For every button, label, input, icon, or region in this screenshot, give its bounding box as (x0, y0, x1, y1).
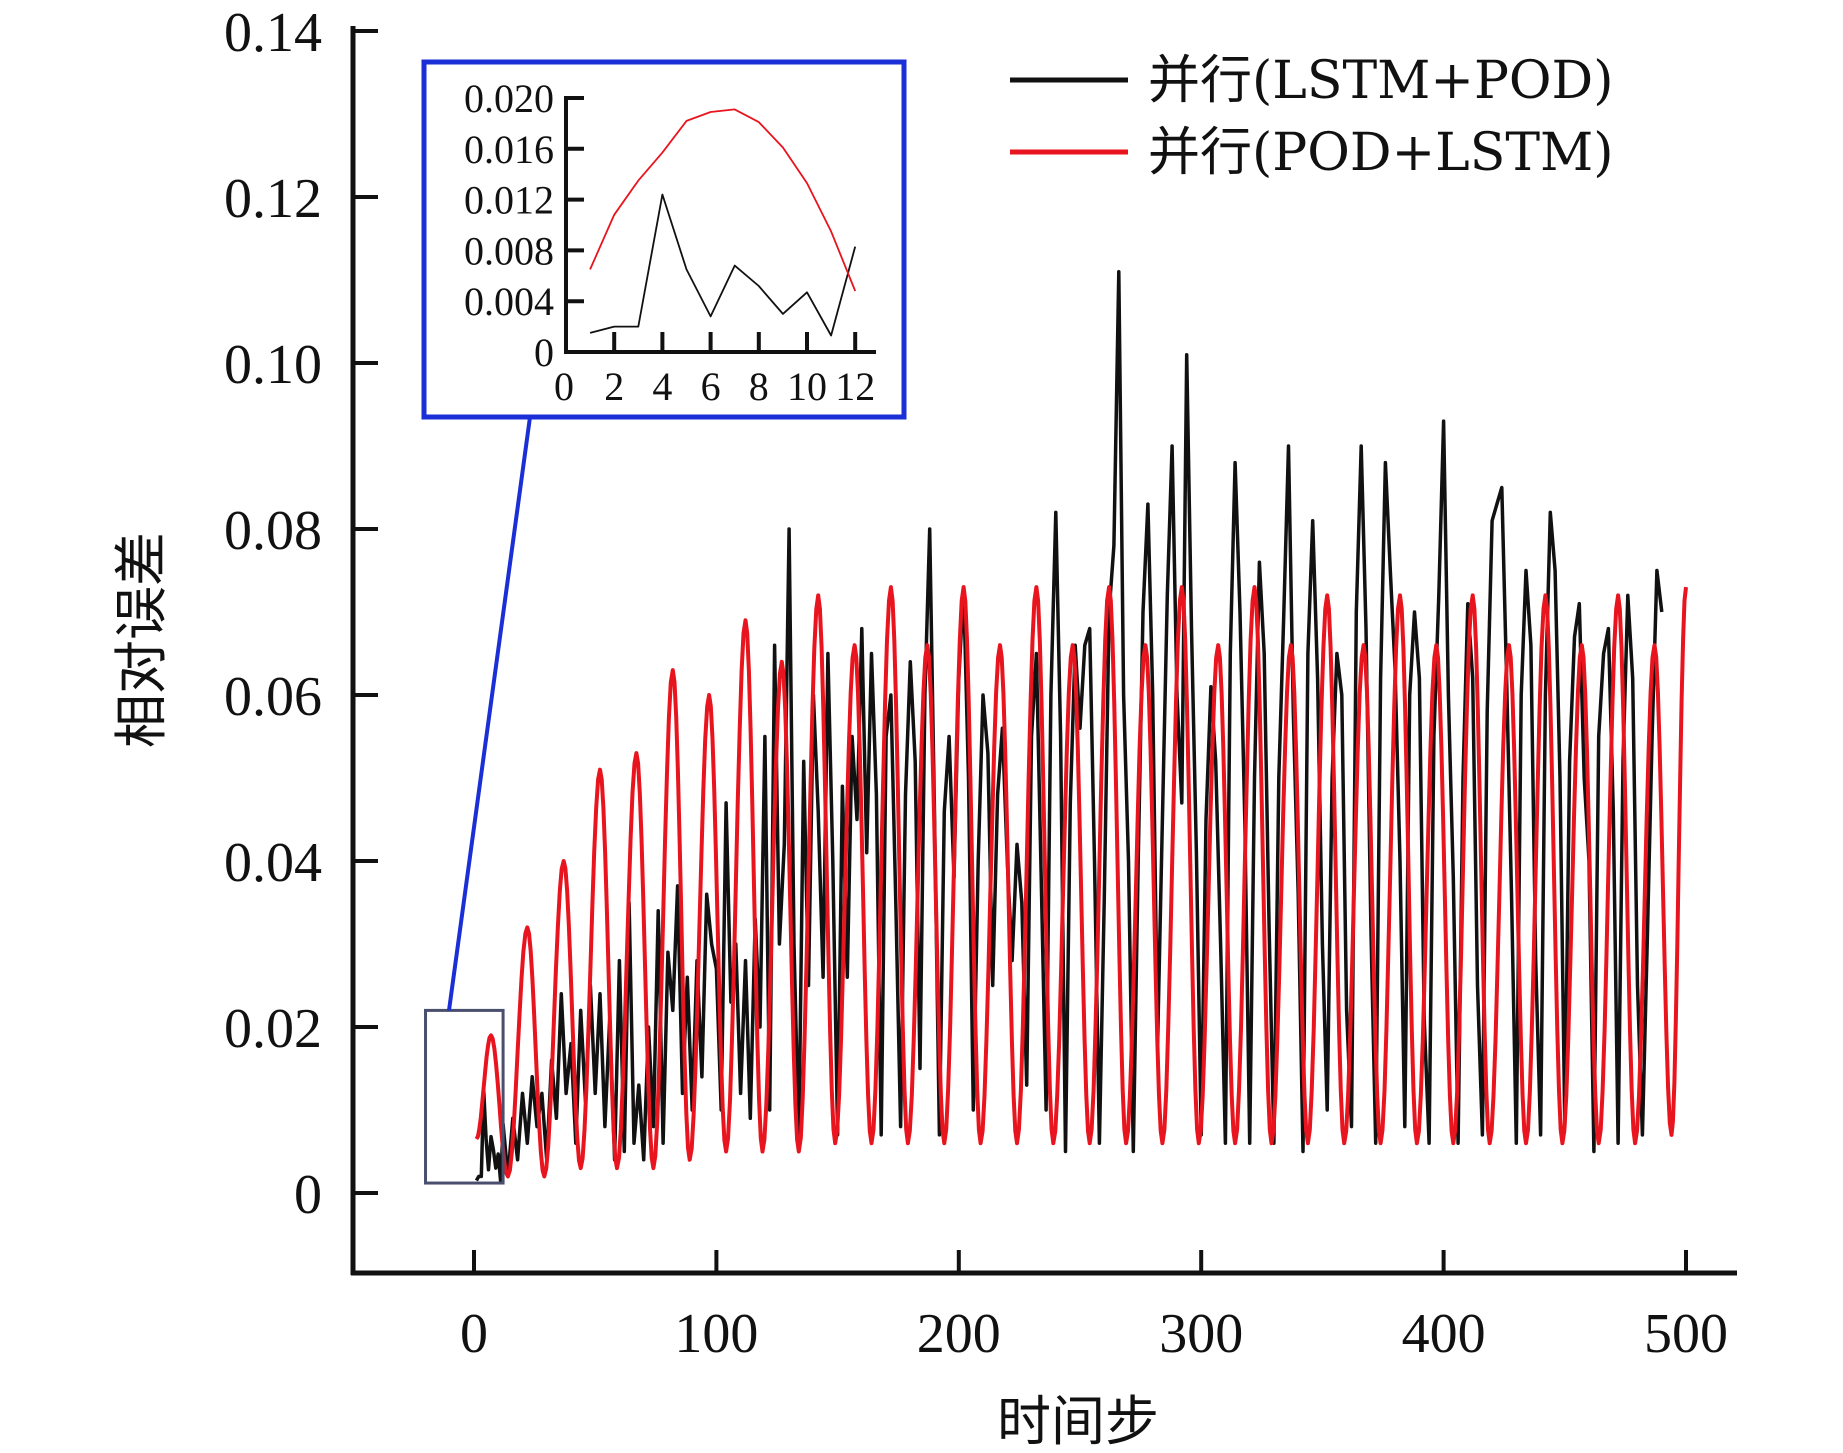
legend-label-lstm-pod: 并行(LSTM+POD) (1148, 51, 1614, 111)
x-tick-label: 0 (460, 1303, 488, 1365)
y-tick-label: 0.06 (224, 666, 322, 728)
y-tick-label: 0.12 (224, 168, 322, 230)
inset-frame (421, 59, 907, 420)
inset-y-tick-label: 0.016 (464, 127, 554, 172)
inset-x-tick-label: 6 (701, 364, 721, 409)
inset-x-tick-label: 0 (554, 364, 574, 409)
x-tick-label: 100 (674, 1303, 758, 1365)
y-tick-label: 0.10 (224, 334, 322, 396)
inset-y-tick-label: 0 (534, 330, 554, 375)
y-tick-label: 0.02 (224, 998, 322, 1060)
inset-x-tick-label: 2 (604, 364, 624, 409)
legend-label-pod-lstm: 并行(POD+LSTM) (1148, 123, 1614, 183)
series-line-pod-lstm (474, 585, 1688, 1179)
inset-y-tick-label: 0.020 (464, 76, 554, 121)
x-tick-label: 400 (1402, 1303, 1486, 1365)
x-tick-label: 200 (917, 1303, 1001, 1365)
legend: 并行(LSTM+POD) 并行(POD+LSTM) (1010, 51, 1614, 183)
x-ticks: 0 100 200 300 400 500 (460, 1250, 1728, 1365)
inset-x-tick-label: 12 (835, 364, 875, 409)
inset-x-tick-label: 4 (652, 364, 672, 409)
inset-x-tick-label: 10 (787, 364, 827, 409)
x-tick-label: 300 (1159, 1303, 1243, 1365)
zoom-region-box (424, 1008, 505, 1185)
x-axis-title: 时间步 (997, 1390, 1159, 1453)
inset-series-pod-lstm (589, 108, 857, 292)
inset-y-tick-label: 0.012 (464, 178, 554, 223)
zoom-connector-line (447, 416, 532, 1011)
inset-series (589, 108, 857, 337)
y-tick-label: 0.04 (224, 832, 322, 894)
inset-y-tick-label: 0.004 (464, 279, 554, 324)
main-series (474, 269, 1688, 1184)
y-axis-title: 相对误差 (110, 532, 173, 748)
y-tick-label: 0 (294, 1164, 322, 1226)
y-ticks: 0 0.02 0.04 0.06 0.08 0.10 0.12 0.14 (224, 2, 378, 1226)
inset-x-tick-label: 8 (749, 364, 769, 409)
y-tick-label: 0.14 (224, 2, 322, 64)
inset-series-lstm-pod (589, 193, 857, 337)
inset-y-tick-label: 0.008 (464, 228, 554, 273)
x-tick-label: 500 (1644, 1303, 1728, 1365)
y-tick-label: 0.08 (224, 500, 322, 562)
